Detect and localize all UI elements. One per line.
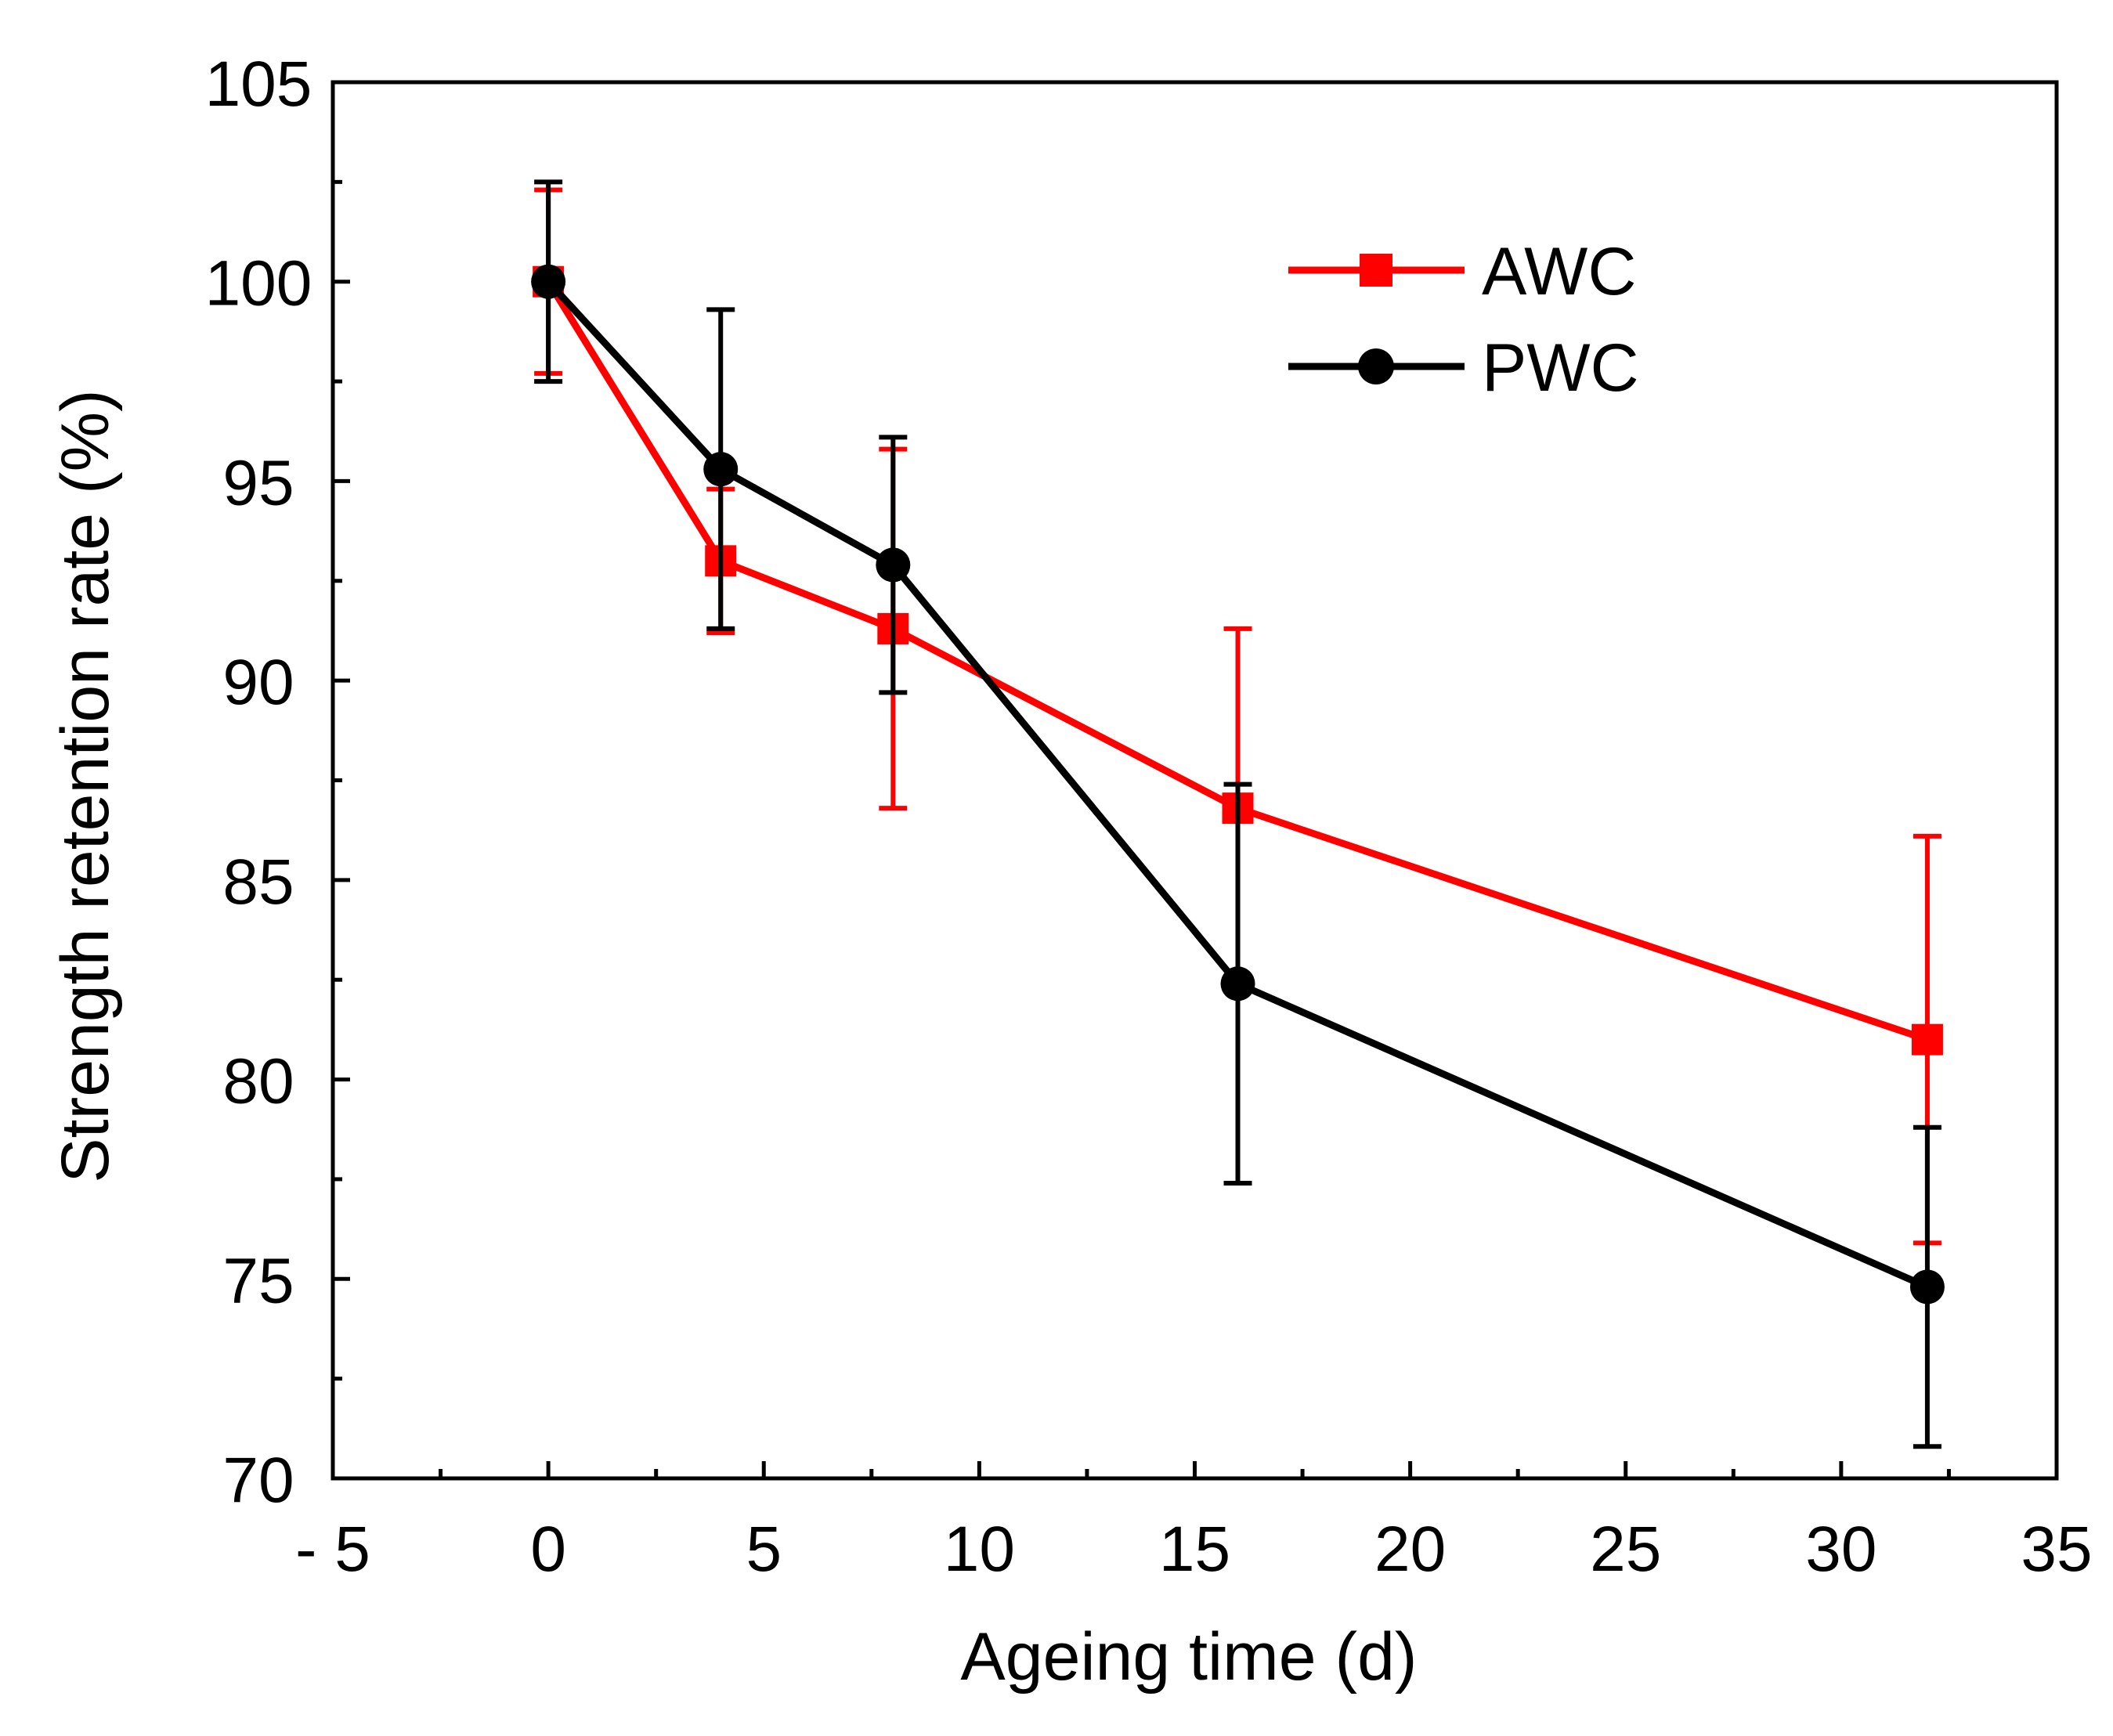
data-point-pwc (531, 264, 566, 299)
x-tick-label: 35 (2021, 1514, 2092, 1585)
y-tick-label: 70 (222, 1445, 294, 1516)
y-tick-label: 100 (205, 248, 312, 319)
series-layer (531, 179, 1945, 1449)
y-tick-label: 90 (222, 647, 294, 718)
data-point-pwc (1220, 966, 1255, 1002)
minor-ticks (333, 179, 1951, 1478)
axes: - 5 0 5 10 15 20 25 30 35 70 75 80 85 90 95 100 105 (205, 49, 2093, 1585)
data-point-pwc (703, 452, 739, 487)
x-tick-label: 25 (1590, 1514, 1661, 1585)
x-tick-label: 20 (1374, 1514, 1446, 1585)
x-tick-label: 5 (746, 1514, 782, 1585)
legend-marker-awc (1360, 254, 1392, 287)
series-pwc (531, 179, 1945, 1449)
legend-label-awc: AWC (1482, 234, 1636, 309)
x-tick-label: - 5 (295, 1514, 370, 1585)
y-tick-label: 75 (222, 1245, 294, 1316)
x-tick-label: 10 (944, 1514, 1015, 1585)
legend-marker-pwc (1358, 348, 1394, 384)
y-axis-title: Strength retention rate (%) (48, 389, 123, 1182)
y-tick-label: 85 (222, 846, 294, 918)
x-axis-title: Ageing time (d) (960, 1619, 1417, 1694)
x-tick-label: 15 (1159, 1514, 1230, 1585)
x-tick-label: 0 (530, 1514, 566, 1585)
plot-frame (330, 80, 2059, 1481)
legend: AWC PWC (1288, 234, 1639, 406)
y-tick-label: 95 (222, 447, 294, 518)
data-point-pwc (876, 547, 911, 583)
x-tick-label: 30 (1805, 1514, 1876, 1585)
data-point-awc (1911, 1023, 1943, 1056)
legend-label-pwc: PWC (1482, 330, 1639, 406)
data-point-pwc (1909, 1269, 1945, 1305)
legend-entry-pwc: PWC (1288, 330, 1639, 406)
y-tick-label: 105 (205, 49, 312, 120)
y-tick-label: 80 (222, 1046, 294, 1117)
legend-entry-awc: AWC (1288, 234, 1636, 309)
